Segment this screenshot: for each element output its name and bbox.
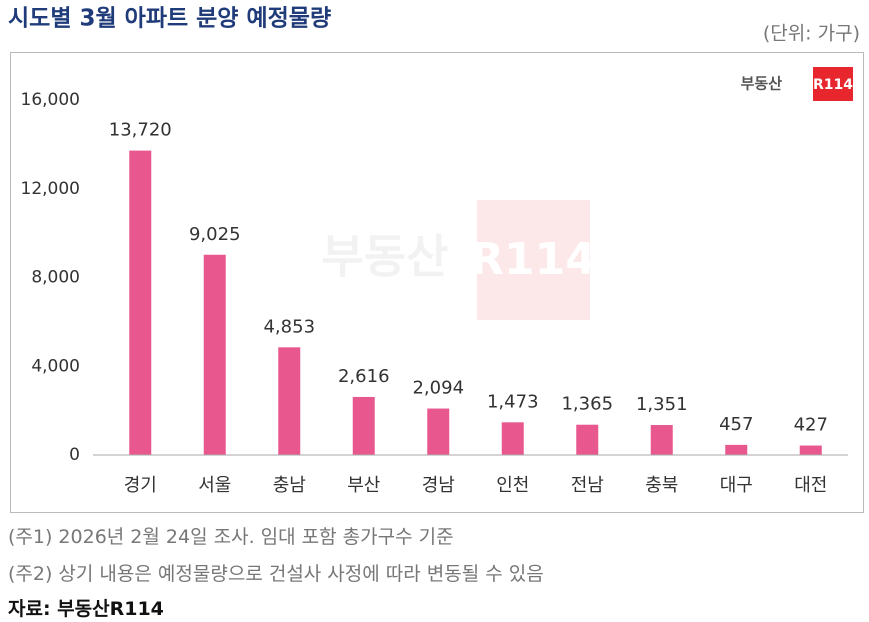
bar bbox=[129, 150, 152, 455]
value-label: 427 bbox=[794, 415, 828, 436]
x-tick-label: 대구 bbox=[720, 475, 753, 496]
bar bbox=[427, 408, 450, 455]
source: 자료: 부동산R114 bbox=[8, 598, 164, 620]
watermark-box bbox=[477, 200, 590, 320]
watermark: 부동산 R114 bbox=[322, 200, 596, 320]
bar bbox=[799, 445, 822, 455]
value-label: 4,853 bbox=[263, 316, 315, 337]
bar bbox=[501, 422, 524, 455]
x-tick-label: 대전 bbox=[794, 475, 827, 496]
x-tick-label: 경기 bbox=[124, 475, 157, 496]
chart-title: 시도별 3월 아파트 분양 예정물량 bbox=[8, 6, 331, 32]
chart: 시도별 3월 아파트 분양 예정물량 (단위: 가구) 부동산 R114 부동산… bbox=[8, 6, 864, 513]
value-label: 1,365 bbox=[561, 394, 613, 415]
watermark-text: 부동산 bbox=[322, 230, 449, 284]
value-label: 2,616 bbox=[338, 366, 390, 387]
value-label: 9,025 bbox=[189, 224, 241, 245]
note: (주2) 상기 내용은 예정물량으로 건설사 사정에 따라 변동될 수 있음 bbox=[8, 563, 544, 585]
note: (주1) 2026년 2월 24일 조사. 임대 포함 총가구수 기준 bbox=[8, 526, 454, 548]
bar bbox=[352, 396, 375, 455]
x-tick-label: 전남 bbox=[571, 475, 604, 496]
y-tick-label: 4,000 bbox=[31, 356, 80, 376]
value-label: 1,473 bbox=[487, 391, 539, 412]
y-tick-label: 8,000 bbox=[31, 268, 80, 288]
bar bbox=[576, 424, 599, 455]
watermark-mark: R114 bbox=[470, 234, 596, 285]
bar bbox=[203, 254, 226, 455]
value-label: 13,720 bbox=[109, 120, 172, 141]
bar bbox=[650, 425, 673, 455]
x-tick-label: 경남 bbox=[422, 475, 455, 496]
y-tick-label: 0 bbox=[69, 445, 80, 465]
value-label: 457 bbox=[719, 414, 753, 435]
x-tick-label: 부산 bbox=[347, 475, 380, 496]
y-tick-label: 16,000 bbox=[21, 90, 80, 110]
logo-mark: R114 bbox=[813, 77, 853, 93]
logo-text: 부동산 bbox=[741, 75, 783, 93]
unit-label: (단위: 가구) bbox=[763, 23, 860, 45]
y-tick-label: 12,000 bbox=[21, 179, 80, 199]
bar bbox=[725, 444, 748, 455]
value-label: 1,351 bbox=[636, 394, 688, 415]
logo-box bbox=[813, 67, 853, 101]
x-tick-label: 인천 bbox=[496, 475, 529, 496]
value-label: 2,094 bbox=[412, 378, 464, 399]
x-tick-label: 충남 bbox=[273, 475, 306, 496]
x-tick-label: 서울 bbox=[198, 475, 231, 496]
chart-frame bbox=[10, 52, 864, 513]
bar bbox=[278, 347, 301, 455]
x-tick-label: 충북 bbox=[645, 475, 678, 496]
